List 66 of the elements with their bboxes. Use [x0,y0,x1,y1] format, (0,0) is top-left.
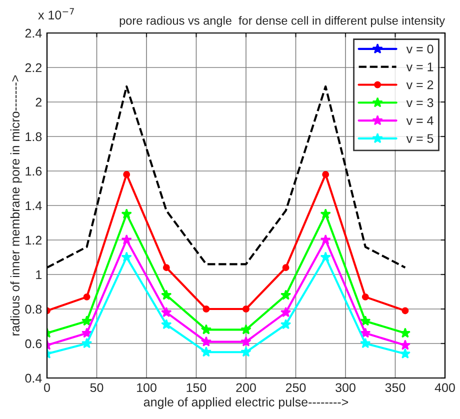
point [83,293,90,300]
legend-label: v = 2 [406,80,434,90]
y-tick-label: 1.2 [26,236,42,245]
point [360,316,371,326]
point [320,234,331,245]
point [240,336,252,346]
point [200,346,212,357]
x-tick-label: 100 [137,383,156,392]
legend-label: v = 3 [406,98,434,108]
point [320,208,331,219]
point [360,328,371,338]
point [362,293,369,300]
x-axis-title: angle of applied electric pulse--------> [144,397,348,409]
point [121,252,132,262]
point [240,346,252,357]
point [400,328,411,338]
x-tick-label: 400 [434,383,455,392]
point [121,208,132,219]
x-tick-label: 350 [385,383,406,392]
chart-title: pore radious vs angle for dense cell in different pulse intensity [120,16,445,28]
y-tick-label: 1 [36,270,42,280]
point [123,170,130,178]
point [400,340,411,350]
y-tick-label: 2 [36,98,42,107]
point [400,348,411,358]
point [322,170,330,178]
y-tick-label: 0.8 [25,304,42,314]
point [282,264,290,272]
y-tick-label: 2.2 [25,63,42,72]
point [81,338,92,348]
point [81,328,92,338]
point [280,290,292,300]
point [402,307,409,314]
y-tick-label: 0.4 [25,374,42,383]
x-tick-label: 0 [44,383,50,392]
point [162,264,170,272]
point [280,318,292,330]
y-axis-title: radious of inner membrane pore in micro-------> [10,75,22,336]
y-tick-label: 1.8 [26,132,42,142]
x-tick-label: 250 [286,383,306,392]
x-tick-label: 300 [336,383,356,392]
legend-label: v = 1 [406,62,434,72]
point [161,290,172,300]
legend-label: v = 4 [406,116,434,125]
text: x 10$^{−7}$ [38,8,74,20]
y-tick-label: 2.4 [25,28,42,38]
point [200,336,212,346]
legend-label: v = 5 [406,134,434,143]
x-tick-label: 50 [90,383,104,392]
point [161,318,172,330]
y-tick-label: 1.6 [26,166,42,176]
point [121,234,132,245]
point [81,316,92,326]
y-tick-label: 1.4 [26,201,42,210]
point [242,306,250,312]
point [360,338,371,348]
point [280,306,292,318]
point [200,324,212,334]
point [202,306,210,312]
point [240,324,252,334]
y-tick-label: 0.6 [25,339,42,348]
point [320,252,331,262]
legend-label: v = 0 [406,44,434,54]
x-tick-label: 150 [186,383,206,392]
point [161,306,172,318]
x-tick-label: 200 [236,383,256,392]
